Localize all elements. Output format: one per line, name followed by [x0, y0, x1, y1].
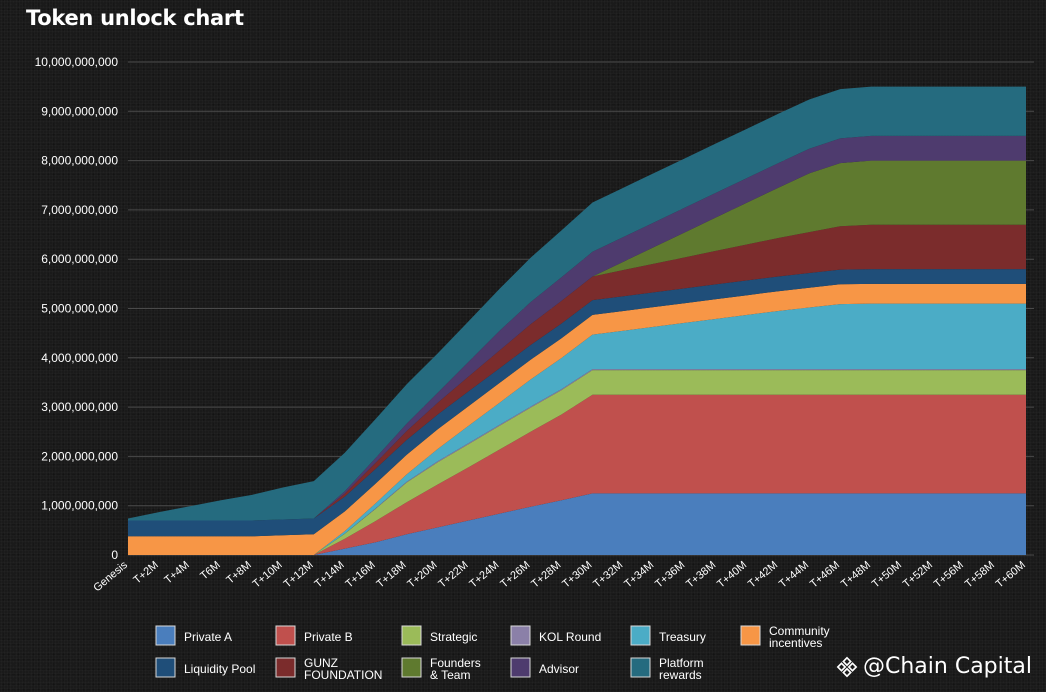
area-platform-rewards: [128, 86, 1026, 521]
legend-swatch: [155, 625, 176, 646]
x-tick-label: T+14M: [313, 559, 347, 590]
x-tick-label: T+30M: [560, 559, 594, 590]
area-private-a: [128, 493, 1026, 555]
x-tick-label: T+60M: [994, 559, 1028, 590]
x-tick-label: T+12M: [282, 559, 316, 590]
legend-label: Advisor: [539, 662, 579, 676]
x-tick-label: Genesis: [91, 559, 130, 594]
legend-swatch: [401, 657, 422, 678]
x-tick-label: T+8M: [224, 559, 253, 586]
y-tick-label: 6,000,000,000: [41, 252, 118, 266]
x-tick-label: T+38M: [684, 559, 718, 590]
chart-title: Token unlock chart: [26, 6, 244, 30]
watermark: @Chain Capital: [836, 654, 1032, 679]
x-tick-label: T+4M: [162, 559, 191, 586]
legend-swatch: [630, 657, 651, 678]
x-tick-label: T+32M: [591, 559, 625, 590]
legend-label: Community incentives: [769, 624, 830, 650]
y-tick-label: 2,000,000,000: [41, 449, 118, 463]
legend-label: Liquidity Pool: [184, 662, 255, 676]
area-series: [128, 86, 1026, 555]
x-tick-label: T+20M: [405, 559, 439, 590]
x-tick-label: T+26M: [498, 559, 532, 590]
y-tick-label: 0: [111, 548, 118, 562]
y-tick-label: 7,000,000,000: [41, 203, 118, 217]
x-tick-label: T+40M: [715, 559, 749, 590]
x-tick-label: T+42M: [746, 559, 780, 590]
legend-swatch: [510, 657, 531, 678]
x-tick-label: T+34M: [622, 559, 656, 590]
legend-swatch: [155, 657, 176, 678]
y-tick-label: 1,000,000,000: [41, 499, 118, 513]
area-treasury: [128, 303, 1026, 555]
x-tick-label: T+48M: [839, 559, 873, 590]
x-tick-label: T+28M: [529, 559, 563, 590]
legend-label: GUNZ FOUNDATION: [304, 656, 382, 682]
y-tick-label: 3,000,000,000: [41, 400, 118, 414]
x-axis-tick-labels: Genesis T+2M T+4M T6M T+8MT+10MT+12MT+14MT+1…: [91, 559, 1028, 594]
x-tick-label: T6M: [198, 559, 223, 582]
legend-label: Platform rewards: [659, 656, 704, 682]
area-community-incentives: [128, 283, 1026, 555]
x-tick-label: T+58M: [963, 559, 997, 590]
legend-swatch: [401, 625, 422, 646]
x-tick-label: T+36M: [653, 559, 687, 590]
legend-swatch: [510, 625, 531, 646]
watermark-text: @Chain Capital: [863, 654, 1032, 679]
area-gunz-foundation: [128, 224, 1026, 521]
x-tick-label: T+50M: [870, 559, 904, 590]
y-tick-label: 8,000,000,000: [41, 154, 118, 168]
x-tick-label: T+2M: [131, 559, 160, 586]
legend-label: Private B: [304, 630, 353, 644]
legend-label: Founders & Team: [430, 656, 481, 682]
x-tick-label: T+16M: [343, 559, 377, 590]
area-private-b: [128, 394, 1026, 555]
y-tick-label: 5,000,000,000: [41, 302, 118, 316]
y-axis-tick-labels: 0 1,000,000,000 2,000,000,000 3,000,000,000…: [35, 55, 119, 562]
area-strategic: [128, 370, 1026, 555]
y-tick-label: 9,000,000,000: [41, 104, 118, 118]
legend-label: Strategic: [430, 630, 477, 644]
legend-label: Treasury: [659, 630, 706, 644]
x-tick-label: T+56M: [932, 559, 966, 590]
x-tick-label: T+24M: [467, 559, 501, 590]
legend: Private A Private B Strategic KOL Round Trea…: [155, 624, 830, 682]
area-founders-team: [128, 160, 1026, 521]
x-tick-label: T+22M: [436, 559, 470, 590]
x-tick-label: T+18M: [374, 559, 408, 590]
legend-swatch: [630, 625, 651, 646]
legend-label: Private A: [184, 630, 232, 644]
legend-swatch: [275, 657, 296, 678]
area-liquidity-pool: [128, 269, 1026, 537]
x-tick-label: T+46M: [808, 559, 842, 590]
legend-swatch: [740, 625, 761, 646]
legend-swatch: [275, 625, 296, 646]
y-tick-label: 10,000,000,000: [35, 55, 119, 69]
x-tick-label: T+44M: [777, 559, 811, 590]
y-tick-label: 4,000,000,000: [41, 351, 118, 365]
legend-label: KOL Round: [539, 630, 601, 644]
binance-diamond-icon: [836, 656, 858, 677]
x-tick-label: T+10M: [251, 559, 285, 590]
x-tick-label: T+52M: [901, 559, 935, 590]
